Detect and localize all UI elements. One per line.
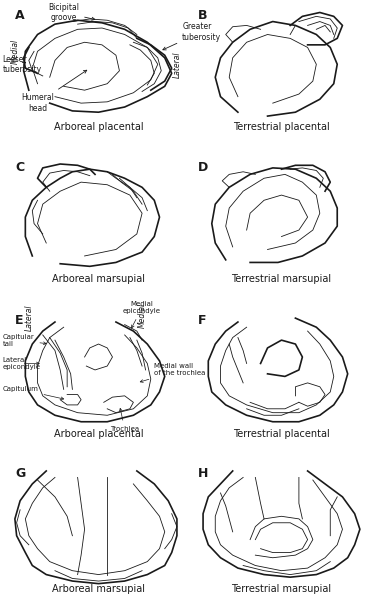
Text: A: A [15, 8, 24, 22]
Text: Terrestrial placental: Terrestrial placental [233, 122, 330, 131]
Text: Terrestrial marsupial: Terrestrial marsupial [231, 274, 331, 284]
Text: Capitulum: Capitulum [3, 386, 64, 400]
Text: Terrestrial placental: Terrestrial placental [233, 428, 330, 439]
Text: Arboreal marsupial: Arboreal marsupial [52, 584, 145, 594]
Text: Medial
epicondyle: Medial epicondyle [123, 301, 161, 328]
Text: Lesser
tuberosity: Lesser tuberosity [3, 55, 42, 74]
Text: Arboreal placental: Arboreal placental [54, 122, 143, 131]
Text: Bicipital
groove: Bicipital groove [48, 3, 95, 22]
Text: G: G [15, 467, 25, 480]
Text: Medial: Medial [138, 303, 147, 328]
Text: Capitular
tail: Capitular tail [3, 334, 46, 347]
Text: Medial wall
of the trochlea: Medial wall of the trochlea [140, 364, 206, 382]
Text: Medial: Medial [10, 39, 19, 64]
Text: Greater
tuberosity: Greater tuberosity [163, 22, 221, 50]
Text: Lateral
epicondyle: Lateral epicondyle [3, 357, 41, 370]
Text: Arboreal placental: Arboreal placental [54, 428, 143, 439]
Text: Arboreal marsupial: Arboreal marsupial [52, 274, 145, 284]
Text: D: D [198, 161, 208, 175]
Text: Lateral: Lateral [24, 305, 33, 331]
Text: Lateral: Lateral [173, 51, 181, 77]
Text: Terrestrial marsupial: Terrestrial marsupial [231, 584, 331, 594]
Text: Humeral
head: Humeral head [21, 70, 87, 113]
Text: E: E [15, 314, 24, 327]
Text: B: B [198, 8, 207, 22]
Text: H: H [198, 467, 208, 480]
Text: Trochlea: Trochlea [110, 409, 139, 431]
Text: C: C [15, 161, 24, 175]
Text: F: F [198, 314, 206, 327]
